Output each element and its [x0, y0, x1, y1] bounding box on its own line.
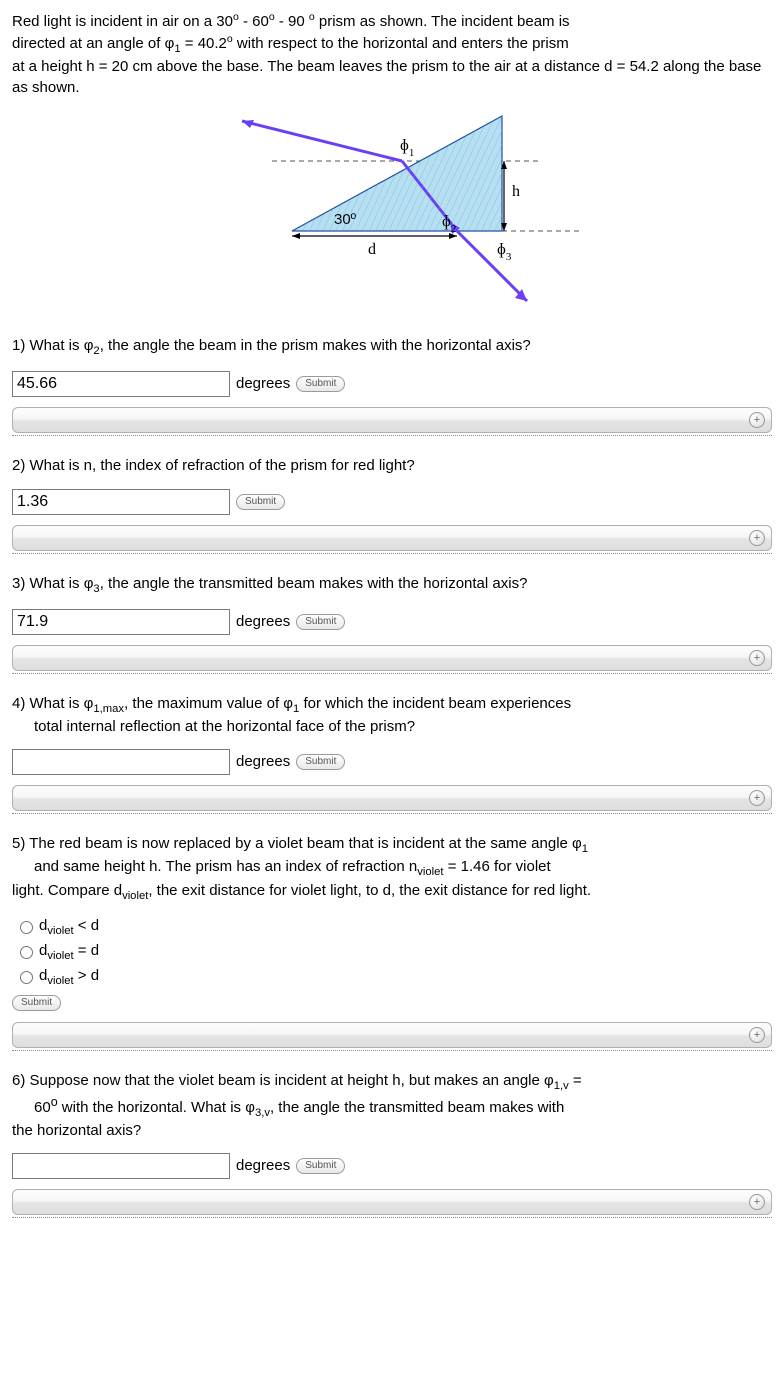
option-label: dviolet < d — [39, 916, 99, 939]
text: and same height h. The prism has an inde… — [12, 858, 417, 875]
q2-prompt: 2) What is n, the index of refraction of… — [12, 456, 772, 476]
plus-icon: + — [749, 1194, 765, 1210]
option-label: dviolet = d — [39, 941, 99, 964]
q1-unit: degrees — [236, 374, 290, 394]
q5-option-a[interactable]: dviolet < d — [20, 916, 772, 939]
q2-expander[interactable]: + — [12, 525, 772, 551]
text: - 90 — [275, 13, 309, 30]
q5-radio-c[interactable] — [20, 971, 33, 984]
problem-statement: Red light is incident in air on a 30o - … — [12, 10, 772, 98]
q1-prompt: 1) What is φ2, the angle the beam in the… — [12, 336, 772, 359]
q5-submit-button[interactable]: Submit — [12, 995, 61, 1011]
label-d: d — [368, 241, 376, 258]
q4-submit-button[interactable]: Submit — [296, 754, 345, 770]
text: = 1.46 for violet — [444, 858, 551, 875]
plus-icon: + — [749, 530, 765, 546]
text: the horizontal axis? — [12, 1122, 141, 1139]
q6-prompt: 6) Suppose now that the violet beam is i… — [12, 1071, 772, 1142]
question-6: 6) Suppose now that the violet beam is i… — [12, 1071, 772, 1219]
q5-expander[interactable]: + — [12, 1022, 772, 1048]
q3-expander[interactable]: + — [12, 645, 772, 671]
option-label: dviolet > d — [39, 966, 99, 989]
text: Red light is incident in air on a 30 — [12, 13, 233, 30]
q2-submit-button[interactable]: Submit — [236, 494, 285, 510]
plus-icon: + — [749, 790, 765, 806]
text: , the maximum value of φ — [124, 695, 293, 712]
q5-radio-b[interactable] — [20, 946, 33, 959]
text: = — [569, 1072, 582, 1089]
text: at a height h = 20 cm above the base. Th… — [12, 58, 761, 95]
label-phi3: ɸ3 — [497, 241, 512, 263]
text: , the angle the transmitted beam makes w… — [270, 1099, 564, 1116]
text: , the exit distance for violet light, to… — [148, 882, 591, 899]
question-1: 1) What is φ2, the angle the beam in the… — [12, 336, 772, 436]
q3-input[interactable] — [12, 609, 230, 635]
q3-prompt: 3) What is φ3, the angle the transmitted… — [12, 574, 772, 597]
question-3: 3) What is φ3, the angle the transmitted… — [12, 574, 772, 674]
separator — [12, 435, 772, 436]
plus-icon: + — [749, 650, 765, 666]
q5-radio-a[interactable] — [20, 921, 33, 934]
q1-input[interactable] — [12, 371, 230, 397]
text: 4) What is φ — [12, 695, 93, 712]
text: for which the incident beam experiences — [299, 695, 571, 712]
text: 1 — [582, 843, 588, 855]
text: violet — [417, 866, 443, 878]
q3-submit-button[interactable]: Submit — [296, 614, 345, 630]
text: 6) Suppose now that the violet beam is i… — [12, 1072, 554, 1089]
plus-icon: + — [749, 1027, 765, 1043]
separator — [12, 673, 772, 674]
question-4: 4) What is φ1,max, the maximum value of … — [12, 694, 772, 814]
text: 5) The red beam is now replaced by a vio… — [12, 835, 582, 852]
q6-input[interactable] — [12, 1153, 230, 1179]
q4-input[interactable] — [12, 749, 230, 775]
q4-expander[interactable]: + — [12, 785, 772, 811]
separator — [12, 1050, 772, 1051]
separator — [12, 553, 772, 554]
q6-submit-button[interactable]: Submit — [296, 1158, 345, 1174]
q5-prompt: 5) The red beam is now replaced by a vio… — [12, 834, 772, 904]
text: with the horizontal. What is φ — [58, 1099, 255, 1116]
q5-option-c[interactable]: dviolet > d — [20, 966, 772, 989]
text: light. Compare d — [12, 882, 122, 899]
q1-expander[interactable]: + — [12, 407, 772, 433]
plus-icon: + — [749, 412, 765, 428]
q3-unit: degrees — [236, 612, 290, 632]
q2-input[interactable] — [12, 489, 230, 515]
q1-submit-button[interactable]: Submit — [296, 376, 345, 392]
question-2: 2) What is n, the index of refraction of… — [12, 456, 772, 553]
text: 1,v — [554, 1080, 569, 1092]
separator — [12, 813, 772, 814]
text: prism as shown. The incident beam is — [315, 13, 570, 30]
prism-diagram: d 30º ɸ1 ɸ2 ɸ3 h — [12, 106, 772, 312]
text: - 60 — [239, 13, 269, 30]
separator — [12, 1217, 772, 1218]
q6-unit: degrees — [236, 1156, 290, 1176]
label-h: h — [512, 183, 520, 200]
text: = 40.2 — [181, 35, 227, 52]
q4-prompt: 4) What is φ1,max, the maximum value of … — [12, 694, 772, 737]
q5-option-b[interactable]: dviolet = d — [20, 941, 772, 964]
text: 1,max — [93, 703, 124, 715]
text: 3,v — [255, 1107, 270, 1119]
question-5: 5) The red beam is now replaced by a vio… — [12, 834, 772, 1050]
q4-unit: degrees — [236, 752, 290, 772]
q6-expander[interactable]: + — [12, 1189, 772, 1215]
label-phi1: ɸ1 — [400, 137, 414, 159]
text: total internal reflection at the horizon… — [12, 717, 772, 737]
text: 60 — [34, 1099, 51, 1116]
text: directed at an angle of φ — [12, 35, 174, 52]
text: violet — [122, 890, 148, 902]
text: with respect to the horizontal and enter… — [233, 35, 569, 52]
